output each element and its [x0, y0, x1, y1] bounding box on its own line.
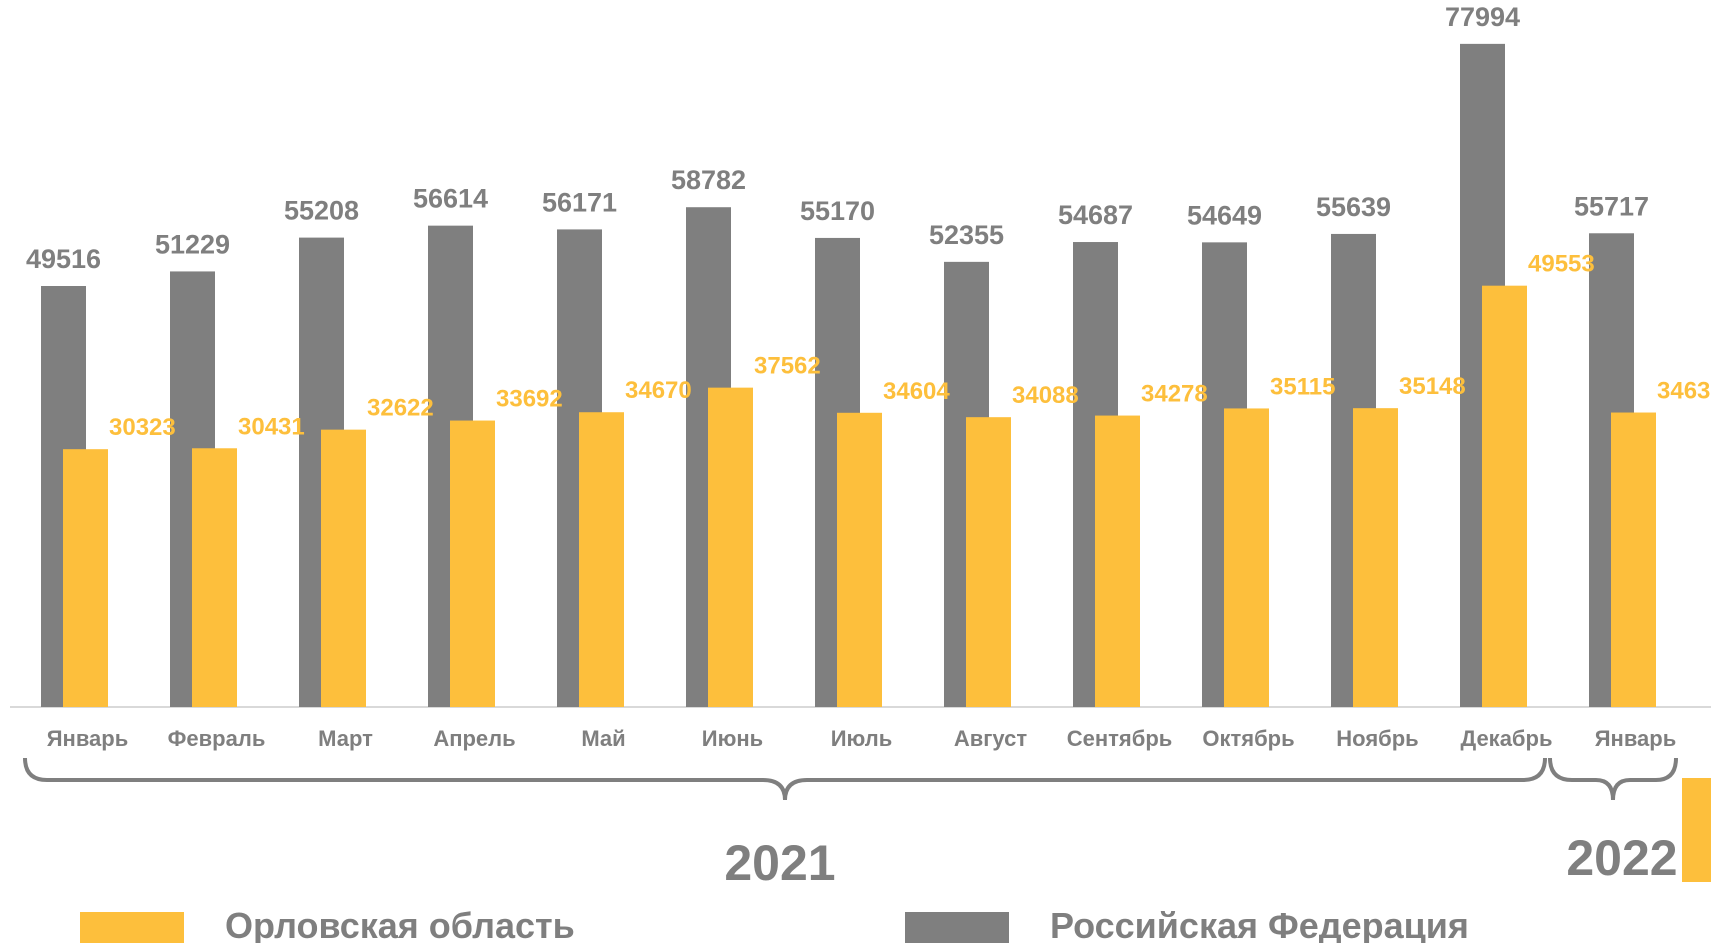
data-label-russia: 58782: [671, 165, 746, 195]
data-label-orel: 35148: [1399, 373, 1466, 400]
data-label-russia: 55639: [1316, 192, 1391, 222]
category-label: Июнь: [702, 726, 763, 751]
bar-orel: [966, 417, 1011, 707]
bar-orel: [450, 420, 495, 707]
category-label: Сентябрь: [1067, 726, 1173, 751]
bar-orel: [63, 449, 108, 707]
legend-label-russia: Российская Федерация: [1050, 905, 1469, 943]
data-label-orel: 34670: [625, 377, 692, 404]
bar-orel: [1353, 408, 1398, 707]
category-label: Май: [581, 726, 625, 751]
data-label-orel: 30323: [109, 414, 176, 441]
category-label: Август: [954, 726, 1027, 751]
data-label-orel: 34278: [1141, 381, 1208, 408]
year-2021-brace: [23, 757, 1547, 801]
bar-orel: [192, 448, 237, 707]
bar-orel: [837, 412, 882, 707]
year-2022-brace: [1548, 757, 1678, 801]
category-label: Январь: [1595, 726, 1677, 751]
category-label: Январь: [47, 726, 129, 751]
category-label: Октябрь: [1202, 726, 1294, 751]
data-label-orel: 32622: [367, 395, 434, 422]
category-label: Март: [318, 726, 373, 751]
bar-orel: [579, 412, 624, 707]
data-label-russia: 52355: [929, 220, 1004, 250]
data-label-orel: 34088: [1012, 382, 1079, 409]
data-label-orel: 33692: [496, 386, 563, 413]
legend-swatch-orel: [80, 912, 184, 943]
data-label-orel: 30431: [238, 413, 305, 440]
data-label-russia: 77994: [1445, 2, 1520, 32]
category-label: Декабрь: [1461, 726, 1553, 751]
category-label: Февраль: [168, 726, 266, 751]
data-label-russia: 54649: [1187, 200, 1262, 230]
data-label-russia: 56171: [542, 187, 617, 217]
data-label-russia: 51229: [155, 229, 230, 259]
data-label-orel: 34635: [1657, 378, 1711, 405]
category-label: Ноябрь: [1336, 726, 1418, 751]
bar-orel: [1482, 285, 1527, 707]
data-label-orel: 35115: [1270, 373, 1335, 400]
legend-label-orel: Орловская область: [225, 905, 575, 943]
year-2021-label: 2021: [724, 835, 835, 891]
data-label-russia: 54687: [1058, 200, 1133, 230]
decorative-yellow-bar: [1682, 778, 1711, 882]
bar-orel: [1611, 412, 1656, 707]
data-label-orel: 34604: [883, 378, 950, 405]
bar-orel: [708, 387, 753, 707]
bar-orel: [1224, 408, 1269, 707]
category-label: Июль: [831, 726, 893, 751]
data-label-orel: 49553: [1528, 251, 1595, 278]
data-label-orel: 37562: [754, 353, 821, 380]
category-label: Апрель: [433, 726, 515, 751]
data-label-russia: 55208: [284, 196, 359, 226]
data-label-russia: 55717: [1574, 191, 1649, 221]
data-label-russia: 55170: [800, 196, 875, 226]
legend-swatch-russia: [905, 912, 1009, 943]
year-2022-label: 2022: [1566, 830, 1677, 886]
data-label-russia: 56614: [413, 184, 488, 214]
bar-orel: [1095, 415, 1140, 707]
data-label-russia: 49516: [26, 244, 101, 274]
bar-orel: [321, 429, 366, 707]
